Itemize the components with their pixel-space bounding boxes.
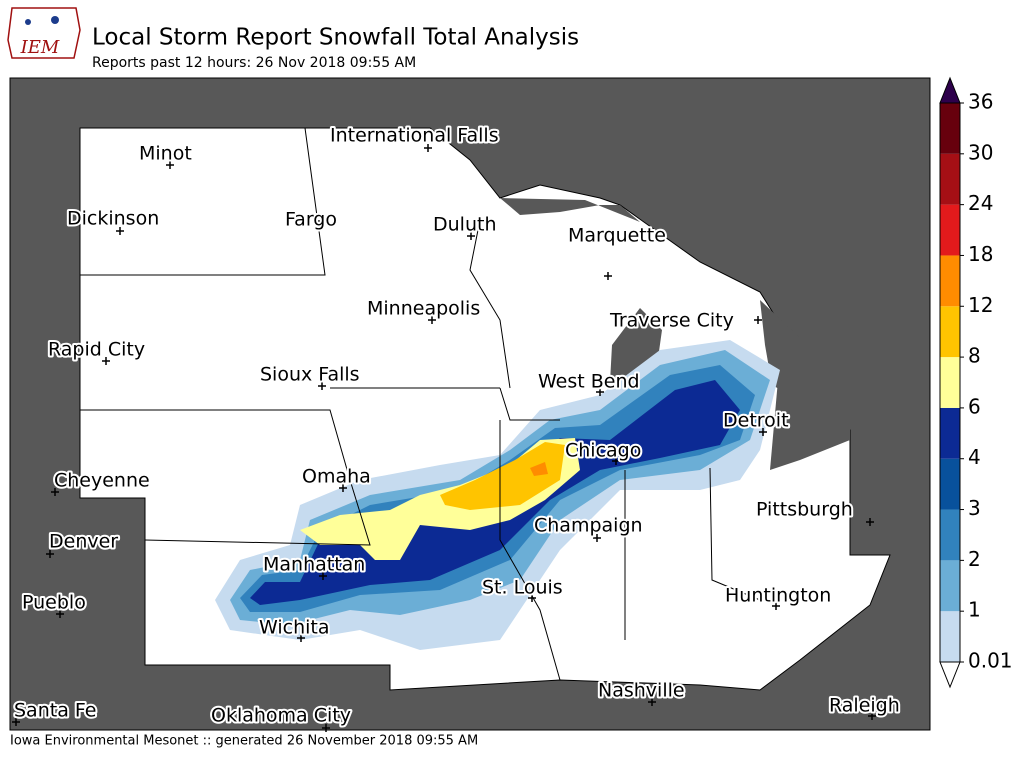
colorbar-label: 3 (968, 496, 981, 520)
city-label: Marquette (568, 225, 666, 247)
colorbar-segment (940, 204, 960, 256)
city-label: Santa Fe (14, 700, 96, 722)
colorbar-label: 24 (968, 191, 993, 215)
colorbar-under (939, 661, 961, 689)
city-label: Chicago (565, 440, 641, 462)
colorbar-label: 6 (968, 394, 981, 418)
city-label: Dickinson (67, 208, 159, 230)
city-label: Cheyenne (54, 470, 150, 492)
colorbar-frame (939, 102, 961, 663)
city-label: Huntington (725, 585, 831, 607)
city-label: Rapid City (48, 339, 145, 361)
colorbar-segment (940, 458, 960, 510)
logo: IEM (7, 7, 81, 59)
city-label: Pueblo (22, 592, 86, 614)
city-label: Detroit (723, 410, 789, 432)
colorbar-segment (940, 560, 960, 612)
map: International Falls Minot Dickinson Farg… (9, 77, 931, 732)
colorbar-segment (940, 306, 960, 358)
colorbar-label: 1 (968, 598, 981, 622)
colorbar-label: 8 (968, 344, 981, 368)
colorbar-segment (940, 509, 960, 561)
colorbar-segment (940, 153, 960, 205)
colorbar-segment (940, 357, 960, 408)
colorbar-label: 18 (968, 242, 993, 266)
city-label: Traverse City (609, 310, 734, 332)
colorbar-label: 36 (968, 90, 993, 114)
city-label: Pittsburgh (756, 499, 853, 521)
colorbar-over (939, 76, 961, 104)
city-label: West Bend (538, 371, 640, 393)
colorbar-segment (940, 255, 960, 307)
city-label: Duluth (433, 214, 497, 236)
colorbar-segment (940, 407, 960, 459)
subtitle: Reports past 12 hours: 26 Nov 2018 09:55… (92, 55, 416, 71)
footer: Iowa Environmental Mesonet :: generated … (10, 734, 478, 749)
city-label: Raleigh (829, 695, 900, 717)
colorbar-label: 12 (968, 293, 993, 317)
colorbar-segment (940, 611, 960, 662)
title: Local Storm Report Snowfall Total Analys… (92, 25, 579, 51)
city-label: Minneapolis (367, 298, 480, 320)
colorbar-segment (940, 103, 960, 154)
city-label: St. Louis (482, 577, 563, 599)
city-label: Sioux Falls (260, 364, 360, 386)
city-label: Minot (139, 143, 192, 165)
city-label: Fargo (285, 209, 337, 231)
city-label: Denver (49, 531, 118, 553)
city-label: Oklahoma City (211, 705, 351, 727)
colorbar-label: 2 (968, 547, 981, 571)
colorbar-label: 30 (968, 140, 993, 164)
city-label: Wichita (259, 617, 330, 639)
city-label: Manhattan (263, 554, 365, 576)
city-label: International Falls (330, 125, 499, 147)
city-label: Omaha (302, 466, 371, 488)
colorbar-label: 4 (968, 445, 981, 469)
logo-text: IEM (20, 37, 60, 58)
city-label: Champaign (534, 515, 643, 537)
city-label: Nashville (598, 680, 685, 702)
colorbar-label: 0.01 (968, 649, 1013, 673)
